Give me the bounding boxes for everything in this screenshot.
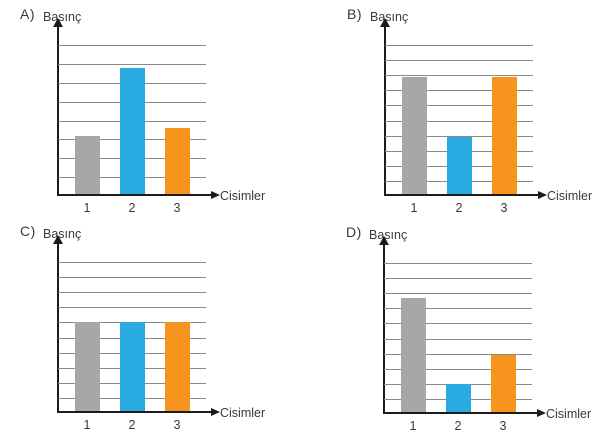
bar-cisim-1 xyxy=(401,297,426,414)
bar-cisim-3 xyxy=(491,355,516,414)
x-tick-label: 1 xyxy=(410,201,418,215)
x-axis-arrow-icon xyxy=(211,407,220,416)
x-axis-title: Cisimler xyxy=(220,406,266,420)
gridline xyxy=(384,353,532,355)
gridline xyxy=(58,277,206,279)
option-label-b: B) xyxy=(347,6,362,22)
gridline xyxy=(58,292,206,294)
bar-cisim-3 xyxy=(165,128,190,196)
gridline xyxy=(58,45,206,46)
gridline xyxy=(58,63,206,65)
gridline xyxy=(384,308,532,310)
y-axis-title: Basınç xyxy=(370,10,409,24)
bar-cisim-2 xyxy=(120,67,145,196)
y-axis-title: Basınç xyxy=(43,10,82,24)
gridline xyxy=(384,263,532,264)
option-label-d: D) xyxy=(346,224,362,240)
x-tick-label: 2 xyxy=(455,201,463,215)
x-tick-label: 3 xyxy=(499,419,507,433)
y-axis-arrow-icon xyxy=(380,18,390,27)
gridline xyxy=(385,120,533,122)
x-tick-label: 2 xyxy=(128,201,136,215)
gridline xyxy=(384,323,532,325)
y-axis-line xyxy=(57,26,59,196)
bar-cisim-1 xyxy=(75,135,100,196)
x-axis-title: Cisimler xyxy=(546,407,592,421)
x-tick-label: 3 xyxy=(500,201,508,215)
x-axis-arrow-icon xyxy=(538,190,547,199)
bar-cisim-1 xyxy=(75,322,100,413)
gridline xyxy=(385,75,533,77)
x-axis-arrow-icon xyxy=(537,408,546,417)
bar-cisim-3 xyxy=(165,322,190,413)
x-tick-label: 3 xyxy=(173,201,181,215)
plot-area xyxy=(384,263,532,414)
gridline xyxy=(385,135,533,137)
x-axis-arrow-icon xyxy=(211,190,220,199)
y-axis-line xyxy=(57,243,59,413)
gridline xyxy=(58,262,206,263)
x-tick-label: 1 xyxy=(409,419,417,433)
plot-area xyxy=(385,45,533,196)
plot-area xyxy=(58,262,206,413)
gridline xyxy=(384,368,532,370)
x-tick-label: 2 xyxy=(454,419,462,433)
x-axis-line xyxy=(57,411,213,413)
bar-cisim-3 xyxy=(492,76,517,196)
y-axis-line xyxy=(383,244,385,414)
gridline xyxy=(385,90,533,92)
x-axis-title: Cisimler xyxy=(220,189,266,203)
y-axis-arrow-icon xyxy=(53,18,63,27)
x-axis-line xyxy=(384,194,540,196)
y-axis-line xyxy=(384,26,386,196)
y-axis-arrow-icon xyxy=(53,235,63,244)
x-axis-title: Cisimler xyxy=(547,189,593,203)
y-axis-arrow-icon xyxy=(379,236,389,245)
gridline xyxy=(58,307,206,309)
bar-cisim-2 xyxy=(447,137,472,196)
gridline xyxy=(384,278,532,280)
x-tick-label: 3 xyxy=(173,418,181,432)
gridline xyxy=(384,293,532,295)
x-axis-line xyxy=(57,194,213,196)
chart-option-d: D) Basınç Cisimler 1 2 3 xyxy=(326,218,604,434)
chart-option-c: C) Basınç Cisimler 1 2 3 xyxy=(0,217,280,433)
plot-area xyxy=(58,45,206,196)
gridline xyxy=(385,105,533,107)
y-axis-title: Basınç xyxy=(43,227,82,241)
gridline xyxy=(385,60,533,62)
bar-cisim-2 xyxy=(446,383,471,414)
gridline xyxy=(385,45,533,46)
x-tick-label: 1 xyxy=(83,418,91,432)
option-label-c: C) xyxy=(20,223,36,239)
x-axis-line xyxy=(383,412,539,414)
x-tick-label: 1 xyxy=(83,201,91,215)
gridline xyxy=(384,338,532,340)
bar-cisim-1 xyxy=(402,76,427,196)
option-label-a: A) xyxy=(20,6,35,22)
chart-option-a: A) Basınç Cisimler 1 2 3 xyxy=(0,0,280,216)
bar-cisim-2 xyxy=(120,322,145,413)
x-tick-label: 2 xyxy=(128,418,136,432)
chart-option-b: B) Basınç Cisimler 1 2 3 xyxy=(327,0,604,216)
y-axis-title: Basınç xyxy=(369,228,408,242)
